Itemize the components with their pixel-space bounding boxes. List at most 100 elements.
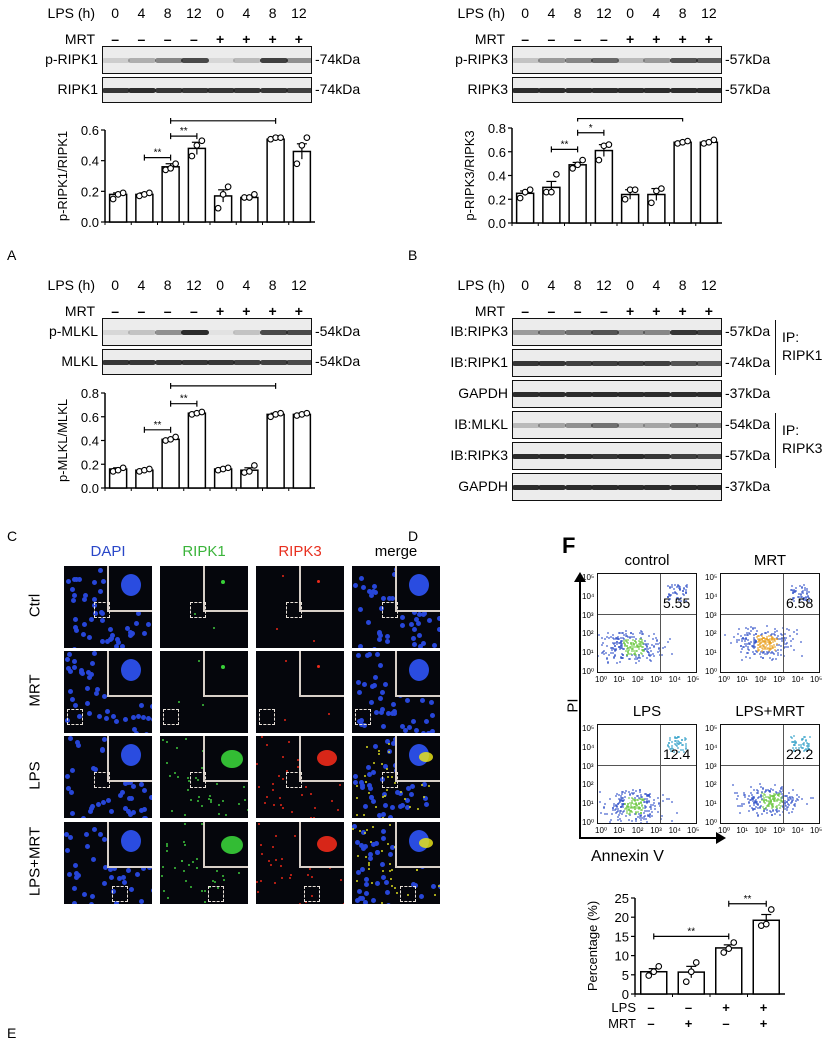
nucleus (377, 637, 383, 643)
event-dot (791, 796, 794, 799)
event-dot (763, 809, 766, 812)
ripk1-signal (416, 868, 419, 871)
event-dot (645, 817, 648, 820)
data-point (219, 191, 227, 198)
nucleus (75, 743, 81, 749)
region-of-interest-box (163, 709, 179, 725)
significance-marker: ** (154, 420, 162, 431)
protein-band (643, 392, 672, 397)
protein-band (695, 423, 721, 428)
if-row-label: LPS (26, 761, 44, 790)
event-dot (756, 646, 759, 649)
event-dot (611, 648, 614, 651)
event-dot (786, 797, 789, 800)
condition-sign: + (759, 1016, 768, 1031)
event-dot (638, 642, 641, 645)
event-dot (616, 636, 619, 639)
nucleus (115, 636, 121, 642)
protein-band (207, 360, 236, 365)
y-tick-label: 10² (582, 780, 594, 790)
event-dot (653, 801, 656, 804)
event-dot (741, 803, 744, 806)
event-dot (788, 792, 791, 795)
event-dot (629, 806, 632, 809)
nucleus (70, 768, 76, 774)
event-dot (649, 647, 652, 650)
if-column-title: RIPK3 (278, 543, 322, 560)
event-dot (628, 790, 631, 793)
event-dot (626, 639, 629, 642)
nucleus (391, 702, 397, 708)
event-dot (774, 633, 777, 636)
nucleus (360, 866, 366, 872)
event-dot (604, 651, 607, 654)
event-dot (632, 633, 635, 636)
region-of-interest-box (208, 886, 224, 902)
event-dot (752, 653, 755, 656)
nucleus (430, 713, 436, 719)
significance-marker: ** (180, 394, 188, 405)
event-dot (802, 599, 805, 602)
nucleus (404, 805, 410, 811)
event-dot (640, 643, 643, 646)
protein-band (128, 330, 157, 335)
ripk1-signal (380, 901, 383, 904)
event-dot (784, 645, 787, 648)
event-dot (742, 791, 745, 794)
ripk3-signal (260, 843, 263, 846)
event-dot (792, 741, 795, 744)
event-dot (661, 654, 664, 657)
event-dot (640, 809, 643, 812)
event-dot (792, 803, 795, 806)
nucleus (367, 855, 373, 861)
event-dot (639, 790, 642, 793)
flow-plot-title: LPS (632, 703, 662, 720)
protein-band (590, 330, 619, 335)
ripk1-signal (200, 804, 203, 807)
molecular-weight-label: -57kDa (725, 81, 771, 97)
event-dot (770, 645, 773, 648)
protein-band (180, 330, 209, 335)
inset-nucleus (409, 574, 429, 596)
nucleus (376, 812, 382, 818)
event-dot (777, 794, 780, 797)
event-dot (644, 814, 647, 817)
event-dot (775, 805, 778, 808)
lps-hour: 4 (652, 277, 661, 293)
event-dot (807, 747, 810, 750)
ripk1-signal (165, 761, 168, 764)
event-dot (611, 647, 613, 650)
nucleus (363, 899, 369, 904)
nucleus (360, 845, 366, 851)
event-dot (804, 735, 807, 738)
event-dot (602, 641, 605, 644)
event-dot (612, 634, 615, 637)
event-dot (613, 641, 616, 644)
annexin-axis-line (579, 837, 719, 839)
event-dot (641, 645, 644, 648)
nucleus (113, 643, 119, 648)
event-dot (601, 637, 604, 640)
flow-plot (597, 573, 697, 673)
blot-strip (512, 349, 722, 377)
event-dot (630, 805, 633, 808)
y-axis-label: Percentage (%) (585, 901, 600, 991)
protein-band (590, 454, 619, 459)
nucleus (67, 669, 73, 674)
data-point (146, 189, 153, 197)
nucleus (400, 622, 406, 628)
molecular-weight-label: -54kDa (315, 323, 361, 339)
mrt-label: MRT (64, 303, 95, 319)
region-of-interest-box (286, 772, 302, 788)
event-dot (615, 804, 618, 807)
x-tick-label: 10⁴ (668, 675, 681, 684)
significance-marker: ** (561, 139, 569, 150)
nucleus (358, 895, 364, 901)
event-dot (773, 639, 776, 642)
event-dot (784, 803, 787, 806)
event-dot (632, 803, 635, 806)
y-tick-label: 0.8 (81, 386, 99, 401)
event-dot (781, 787, 784, 790)
y-tick-label: 10⁴ (582, 591, 595, 601)
event-dot (627, 807, 630, 810)
